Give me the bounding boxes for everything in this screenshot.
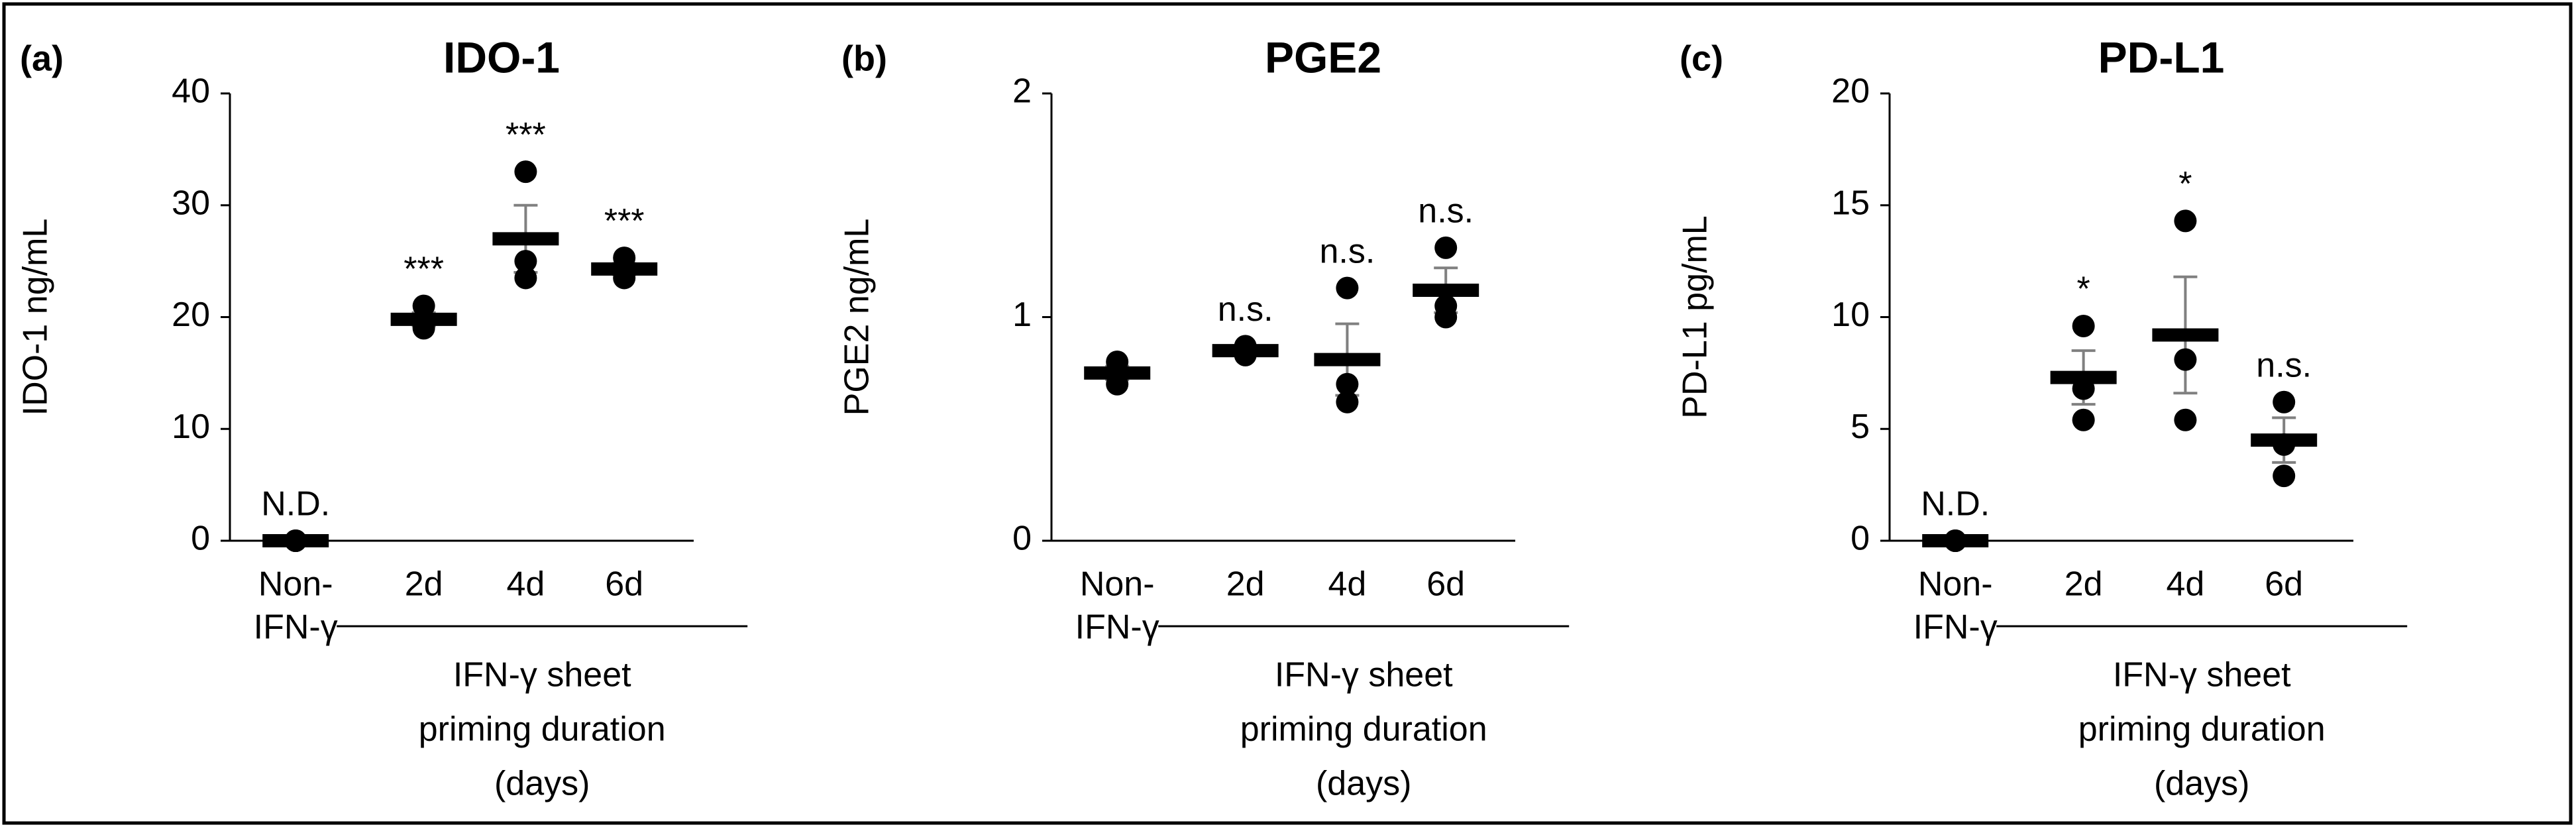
data-point [1434,236,1458,259]
data-point [2174,209,2197,233]
data-point [1336,390,1359,414]
x-tick-label: 4d [1328,565,1366,604]
x-tick-label: 6d [2265,565,2303,604]
x-tick-label: 6d [605,565,643,604]
significance-label: n.s. [1319,232,1375,270]
group-label: priming duration [419,710,666,749]
x-tick-label: 2d [2065,565,2103,604]
group-label: IFN-γ sheet [2113,656,2291,694]
group-label: (days) [2154,765,2249,803]
significance-label: N.D. [261,485,330,524]
y-tick-label: 5 [1851,408,1870,446]
panel-label: (a) [20,38,64,78]
mean-bar [1922,534,1989,547]
data-point [514,250,537,273]
y-tick-label: 2 [1012,72,1032,111]
group-label: IFN-γ sheet [453,656,631,694]
y-tick-label: 40 [172,72,210,111]
data-point [514,266,537,290]
mean-bar [390,312,457,326]
group-label: (days) [1316,765,1411,803]
significance-label: *** [403,250,444,288]
significance-label: *** [604,202,645,241]
mean-bar [2050,370,2117,384]
group-label: IFN-γ sheet [1275,656,1453,694]
group-label: priming duration [2078,710,2326,749]
panel-label: (c) [1680,38,1723,78]
significance-label: N.D. [1921,485,1990,524]
y-tick-label: 20 [1831,72,1870,111]
y-tick-label: 1 [1012,296,1032,334]
data-point [2273,390,2296,414]
group-label: (days) [494,765,590,803]
panel-label: (b) [841,38,887,78]
data-point [1336,372,1359,396]
chart-title: PGE2 [1265,32,1381,82]
data-point [2273,465,2296,488]
x-tick-label: 2d [405,565,443,604]
y-axis-label: PD-L1 pg/mL [1676,215,1715,418]
data-point [514,160,537,184]
y-tick-label: 10 [1831,296,1870,334]
group-label: priming duration [1240,710,1487,749]
y-tick-label: 0 [1012,520,1032,558]
data-point [2072,315,2095,337]
y-tick-label: 30 [172,184,210,222]
mean-bar [1084,366,1151,380]
significance-label: n.s. [2256,346,2312,384]
x-tick-label: 4d [506,565,545,604]
mean-bar [1413,284,1479,297]
y-axis-label: PGE2 ng/mL [838,219,877,416]
chart-title: PD-L1 [2098,32,2225,82]
y-axis-label: IDO-1 ng/mL [17,219,55,416]
x-tick-label: Non- [1080,565,1155,604]
significance-label: * [2178,165,2192,203]
significance-label: n.s. [1418,192,1474,231]
x-tick-label: IFN-γ [254,608,338,647]
data-point [1336,276,1359,300]
x-tick-label: 4d [2166,565,2204,604]
x-tick-label: 2d [1226,565,1265,604]
y-tick-label: 0 [191,520,210,558]
x-tick-label: IFN-γ [1075,608,1159,647]
data-point [2072,408,2095,431]
x-tick-label: IFN-γ [1913,608,1998,647]
data-point [2174,408,2197,431]
y-tick-label: 20 [172,296,210,334]
mean-bar [1212,344,1279,358]
x-tick-label: Non- [258,565,333,604]
data-point [412,294,435,317]
y-tick-label: 15 [1831,184,1870,222]
x-tick-label: Non- [1918,565,1993,604]
data-point [1434,305,1458,329]
mean-bar [492,232,559,246]
significance-label: *** [506,116,546,154]
mean-bar [591,262,658,276]
x-tick-label: 6d [1426,565,1465,604]
y-tick-label: 10 [172,408,210,446]
mean-bar [1314,353,1381,366]
significance-label: n.s. [1218,290,1273,329]
significance-label: * [2077,270,2090,309]
mean-bar [262,534,329,547]
chart-title: IDO-1 [443,32,560,82]
mean-bar [2152,328,2219,342]
y-tick-label: 0 [1851,520,1870,558]
data-point [2174,348,2197,371]
mean-bar [2251,433,2318,447]
